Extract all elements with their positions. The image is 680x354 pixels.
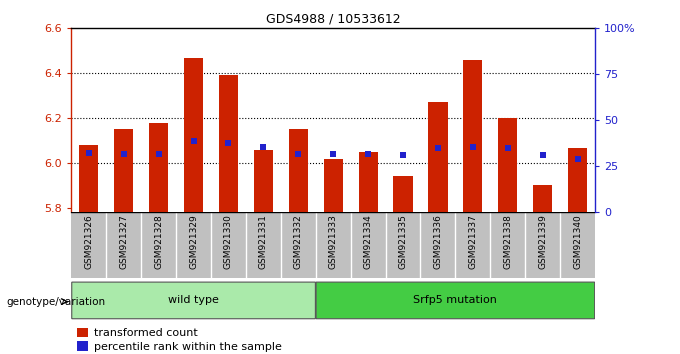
Title: GDS4988 / 10533612: GDS4988 / 10533612 bbox=[266, 13, 401, 26]
Bar bbox=[533, 185, 552, 212]
Bar bbox=[106, 212, 141, 278]
Text: genotype/variation: genotype/variation bbox=[7, 297, 106, 307]
Bar bbox=[428, 102, 447, 212]
Text: GSM921326: GSM921326 bbox=[84, 215, 93, 269]
Text: GSM921331: GSM921331 bbox=[259, 215, 268, 269]
Bar bbox=[184, 57, 203, 212]
Bar bbox=[490, 212, 525, 278]
Text: GSM921333: GSM921333 bbox=[328, 215, 338, 269]
Bar bbox=[560, 212, 595, 278]
Bar bbox=[71, 212, 106, 278]
Bar bbox=[114, 129, 133, 212]
Text: GSM921330: GSM921330 bbox=[224, 215, 233, 269]
Text: GSM921338: GSM921338 bbox=[503, 215, 512, 269]
Bar bbox=[394, 177, 413, 212]
Bar bbox=[149, 122, 168, 212]
Text: GSM921335: GSM921335 bbox=[398, 215, 407, 269]
Bar bbox=[463, 60, 482, 212]
Text: Srfp5 mutation: Srfp5 mutation bbox=[413, 295, 497, 305]
Bar bbox=[456, 212, 490, 278]
Bar bbox=[568, 148, 587, 212]
Bar bbox=[141, 212, 176, 278]
Bar bbox=[351, 212, 386, 278]
FancyBboxPatch shape bbox=[316, 282, 594, 319]
Bar bbox=[254, 149, 273, 212]
Text: GSM921329: GSM921329 bbox=[189, 215, 198, 269]
Bar bbox=[525, 212, 560, 278]
Bar bbox=[324, 159, 343, 212]
Text: GSM921339: GSM921339 bbox=[538, 215, 547, 269]
Bar bbox=[316, 212, 351, 278]
Text: GSM921332: GSM921332 bbox=[294, 215, 303, 269]
Bar bbox=[289, 129, 308, 212]
Bar bbox=[80, 145, 99, 212]
Text: GSM921336: GSM921336 bbox=[433, 215, 443, 269]
Legend: transformed count, percentile rank within the sample: transformed count, percentile rank withi… bbox=[77, 328, 282, 352]
FancyBboxPatch shape bbox=[72, 282, 316, 319]
Bar bbox=[386, 212, 420, 278]
Bar bbox=[358, 152, 377, 212]
Bar bbox=[246, 212, 281, 278]
Bar bbox=[420, 212, 456, 278]
Text: GSM921328: GSM921328 bbox=[154, 215, 163, 269]
Bar bbox=[211, 212, 246, 278]
Text: wild type: wild type bbox=[168, 295, 219, 305]
Bar bbox=[498, 118, 517, 212]
Text: GSM921340: GSM921340 bbox=[573, 215, 582, 269]
Bar bbox=[176, 212, 211, 278]
Bar bbox=[219, 75, 238, 212]
Text: GSM921337: GSM921337 bbox=[469, 215, 477, 269]
Text: GSM921334: GSM921334 bbox=[364, 215, 373, 269]
Bar bbox=[281, 212, 316, 278]
Text: GSM921327: GSM921327 bbox=[119, 215, 129, 269]
